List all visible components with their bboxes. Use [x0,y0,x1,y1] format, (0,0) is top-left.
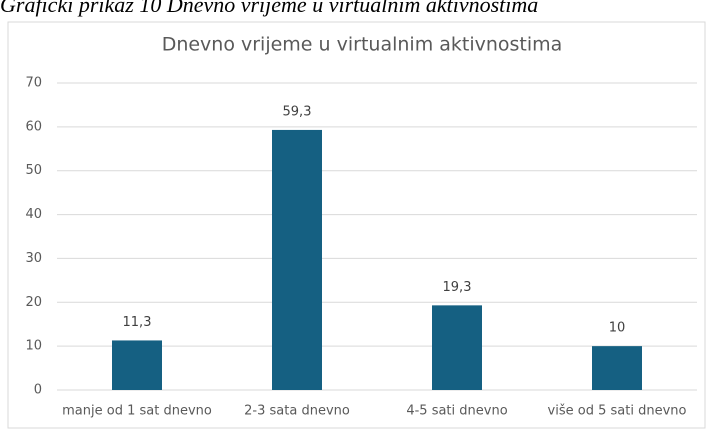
caption: Grafički prikaz 10 Dnevno vrijeme u virt… [0,0,539,17]
y-tick-label: 70 [25,76,42,91]
bar [432,305,482,390]
bar [592,346,642,390]
chart-title: Dnevno vrijeme u virtualnim aktivnostima [162,34,563,56]
data-label: 59,3 [283,104,312,119]
bar [272,129,322,391]
x-tick-label: 2-3 sata dnevno [244,404,350,419]
y-tick-label: 60 [25,119,42,134]
x-tick-label: manje od 1 sat dnevno [62,404,212,419]
y-tick-label: 30 [25,251,42,266]
x-tick-label: više od 5 sati dnevno [548,404,687,419]
y-tick-label: 40 [25,207,42,222]
y-tick-label: 50 [25,163,42,178]
x-tick-label: 4-5 sati dnevno [406,404,507,419]
y-tick-label: 10 [25,339,42,354]
y-tick-label: 20 [25,295,42,310]
data-label: 19,3 [443,280,472,295]
data-label: 11,3 [123,315,152,330]
bar [112,340,162,390]
data-label: 10 [609,321,626,336]
y-tick-label: 0 [34,383,42,398]
